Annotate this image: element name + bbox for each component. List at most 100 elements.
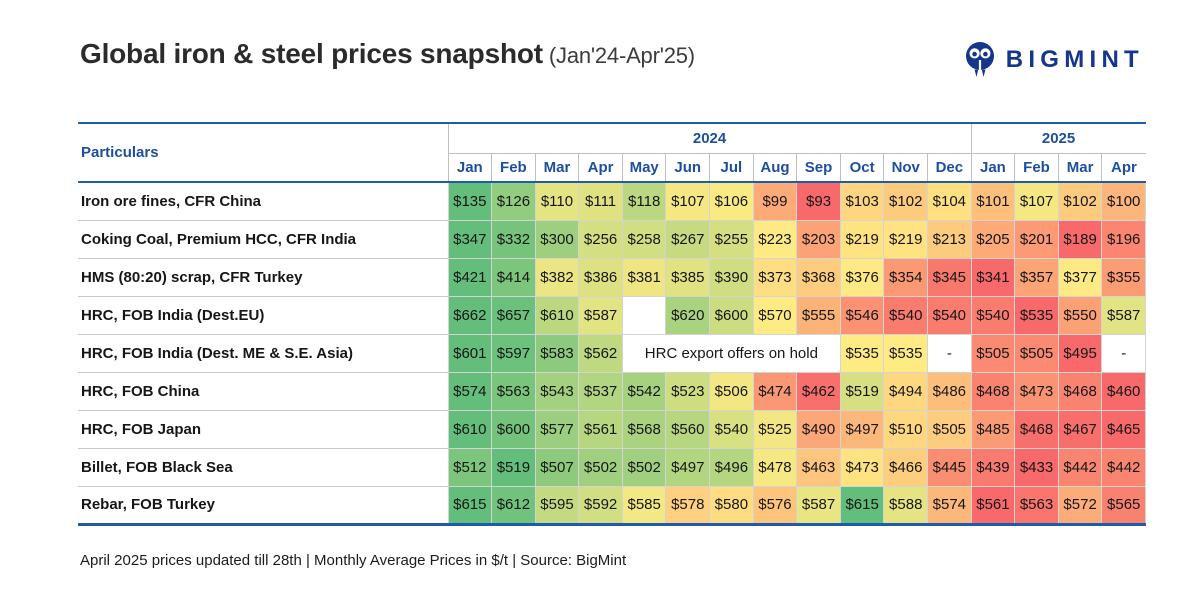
row-label: HRC, FOB India (Dest. ME & S.E. Asia) (78, 334, 448, 373)
row-label: Rebar, FOB Turkey (78, 486, 448, 526)
price-cell: $563 (1014, 485, 1059, 526)
price-cell: $468 (970, 371, 1016, 411)
table-header: Particulars 2024 2025 Jan Feb Mar Apr May Jun… (78, 123, 1146, 183)
price-cell: $587 (1101, 295, 1146, 335)
price-cell: $107 (1014, 181, 1059, 221)
table-row: HRC, FOB Japan $610 $600 $577 $561 $568 $560 $5… (78, 409, 1146, 449)
month-header-2024-oct: Oct (839, 153, 884, 183)
page-header: Global iron & steel prices snapshot (Jan'… (0, 0, 1200, 80)
price-cell: $519 (491, 447, 536, 487)
month-header-2024-may: May (621, 153, 666, 183)
row-label: HMS (80:20) scrap, CFR Turkey (78, 258, 448, 297)
price-cell: $473 (1014, 371, 1059, 411)
year-header-2024: 2024 (447, 123, 972, 154)
price-cell: $510 (883, 409, 929, 449)
price-cell: $600 (491, 409, 536, 449)
price-cell: $512 (447, 447, 493, 487)
page-title-main: Global iron & steel prices snapshot (80, 38, 543, 69)
price-cell: $502 (621, 447, 667, 487)
price-cell: $535 (1014, 295, 1059, 335)
price-cell: $540 (709, 409, 754, 449)
price-cell: $543 (534, 371, 580, 411)
price-cell: $600 (709, 295, 754, 335)
table-body: Iron ore fines, CFR China $135 $126 $110 $11… (78, 181, 1146, 526)
price-cell: $601 (447, 333, 493, 373)
price-cell: $576 (752, 485, 798, 526)
price-cell: $102 (883, 181, 929, 221)
price-cell: $497 (839, 409, 885, 449)
price-cell: $341 (970, 257, 1016, 297)
price-cell: $555 (796, 295, 841, 335)
price-cell: $196 (1101, 219, 1146, 259)
price-cell: $255 (709, 219, 754, 259)
particulars-header: Particulars (78, 123, 448, 183)
price-cell: $560 (665, 409, 711, 449)
empty-cell: - (927, 333, 972, 373)
price-cell: $486 (927, 371, 972, 411)
price-cell: $390 (709, 257, 754, 297)
price-cell: $357 (1014, 257, 1059, 297)
price-cell: $373 (752, 257, 798, 297)
price-cell: $104 (927, 181, 972, 221)
price-cell: $135 (447, 181, 493, 221)
price-cell: $595 (534, 485, 580, 526)
price-cell: $540 (883, 295, 929, 335)
price-cell: $563 (491, 371, 536, 411)
price-cell: $385 (665, 257, 711, 297)
price-cell: $93 (796, 181, 841, 221)
price-cell: $467 (1057, 409, 1103, 449)
month-header-2025-jan: Jan (970, 153, 1015, 183)
price-cell: $615 (447, 485, 493, 526)
price-cell: $583 (534, 333, 580, 373)
table-row: HRC, FOB China $574 $563 $543 $537 $542 $523 $5… (78, 371, 1146, 411)
price-cell: $485 (970, 409, 1016, 449)
price-cell: $597 (491, 333, 536, 373)
price-cell: $376 (839, 257, 885, 297)
price-cell: $466 (883, 447, 929, 487)
row-label: HRC, FOB Japan (78, 410, 448, 449)
price-cell: $587 (796, 485, 841, 526)
price-cell: $592 (578, 485, 623, 526)
price-cell: $267 (665, 219, 711, 259)
year-header-2025: 2025 (970, 123, 1146, 154)
price-cell: $657 (491, 295, 536, 335)
price-cell: $355 (1101, 257, 1146, 297)
price-cell: $478 (752, 447, 798, 487)
month-header-2024-dec: Dec (927, 153, 972, 183)
price-cell: $386 (578, 257, 623, 297)
price-cell: $502 (578, 447, 623, 487)
price-cell: $258 (621, 219, 667, 259)
bigmint-logo-text: BIGMINT (1005, 46, 1144, 73)
price-cell: $347 (447, 219, 493, 259)
price-cell: $540 (927, 295, 972, 335)
price-cell: $507 (534, 447, 580, 487)
price-cell: $506 (709, 371, 754, 411)
price-cell: $111 (578, 181, 623, 221)
note-cell: HRC export offers on hold (621, 333, 841, 373)
table-row: Iron ore fines, CFR China $135 $126 $110 $11… (78, 181, 1146, 221)
price-cell: $610 (447, 409, 493, 449)
price-cell: $118 (621, 181, 667, 221)
price-cell: $490 (796, 409, 841, 449)
price-cell: $442 (1057, 447, 1103, 487)
price-cell: $473 (839, 447, 885, 487)
price-cell: $468 (1014, 409, 1059, 449)
price-cell: $421 (447, 257, 493, 297)
table-row: Rebar, FOB Turkey $615 $612 $595 $592 $585 $57… (78, 485, 1146, 526)
bigmint-logo: BIGMINT (962, 40, 1144, 80)
price-cell: $612 (491, 485, 536, 526)
footer-note: April 2025 prices updated till 28th | Mo… (80, 552, 627, 569)
price-cell: $537 (578, 371, 623, 411)
price-cell: $101 (970, 181, 1016, 221)
month-header-2024-aug: Aug (752, 153, 797, 183)
price-cell: $505 (1014, 333, 1059, 373)
row-label: Iron ore fines, CFR China (78, 182, 448, 221)
month-header-2025-mar: Mar (1057, 153, 1102, 183)
price-cell: $535 (839, 333, 885, 373)
month-header-2024-apr: Apr (578, 153, 623, 183)
price-cell: $219 (883, 219, 929, 259)
month-header-2024-nov: Nov (883, 153, 928, 183)
month-header-2024-jan: Jan (447, 153, 492, 183)
price-cell: $189 (1057, 219, 1103, 259)
